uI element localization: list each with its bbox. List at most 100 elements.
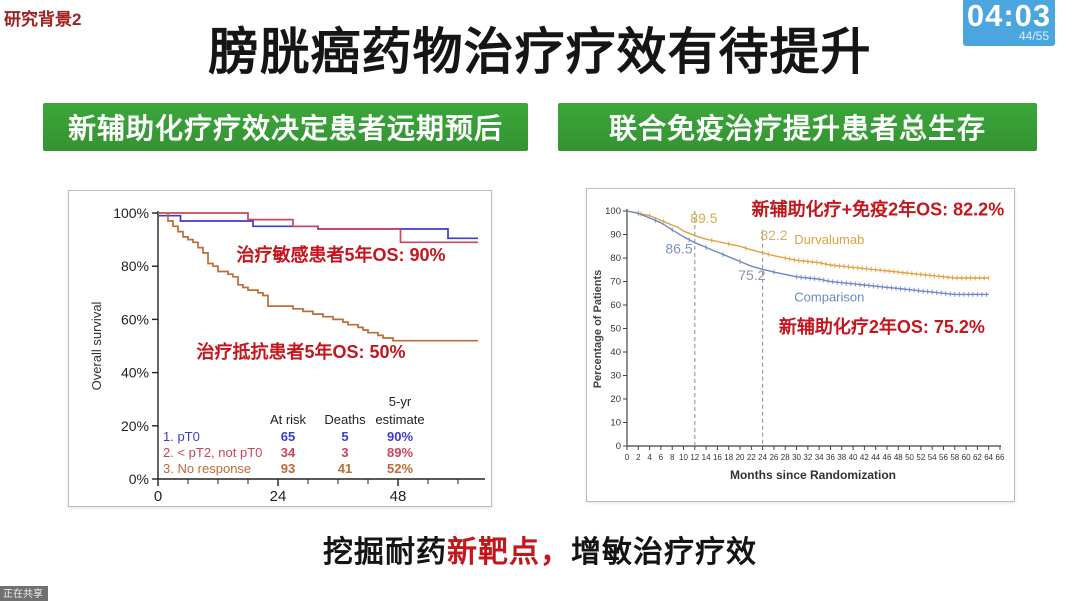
svg-text:46: 46 — [883, 453, 892, 462]
svg-text:65: 65 — [281, 429, 295, 444]
screen-sharing-label: 正在共享 — [3, 589, 43, 600]
svg-text:100%: 100% — [113, 205, 149, 221]
svg-text:62: 62 — [973, 453, 982, 462]
svg-text:26: 26 — [769, 453, 778, 462]
svg-text:治疗抵抗患者5年OS: 50%: 治疗抵抗患者5年OS: 50% — [196, 341, 405, 362]
svg-text:治疗敏感患者5年OS: 90%: 治疗敏感患者5年OS: 90% — [236, 244, 445, 265]
svg-text:0: 0 — [154, 488, 162, 505]
svg-text:0: 0 — [625, 453, 630, 462]
svg-text:41: 41 — [338, 461, 352, 476]
svg-text:Durvalumab: Durvalumab — [794, 232, 864, 247]
svg-text:80: 80 — [610, 253, 621, 264]
footer-text-post: 增敏治疗疗效 — [571, 536, 757, 569]
svg-text:14: 14 — [702, 453, 711, 462]
banner-immunotherapy: 联合免疫治疗提升患者总生存 — [558, 103, 1037, 151]
svg-text:30: 30 — [610, 371, 621, 382]
svg-text:16: 16 — [713, 453, 722, 462]
svg-text:52%: 52% — [387, 461, 413, 476]
svg-text:20%: 20% — [121, 418, 149, 434]
svg-text:24: 24 — [270, 488, 287, 505]
svg-text:42: 42 — [860, 453, 869, 462]
svg-text:58: 58 — [950, 453, 959, 462]
svg-text:80%: 80% — [121, 258, 149, 274]
svg-text:60: 60 — [610, 300, 621, 311]
svg-text:Months since Randomization: Months since Randomization — [730, 468, 896, 482]
svg-text:2. < pT2, not pT0: 2. < pT2, not pT0 — [163, 445, 262, 460]
svg-text:38: 38 — [837, 453, 846, 462]
slide-title: 膀胱癌药物治疗疗效有待提升 — [208, 24, 872, 80]
svg-text:86.5: 86.5 — [665, 240, 692, 256]
svg-text:5: 5 — [341, 429, 348, 444]
svg-text:44: 44 — [871, 453, 880, 462]
svg-text:28: 28 — [781, 453, 790, 462]
svg-text:90%: 90% — [387, 429, 413, 444]
svg-text:93: 93 — [281, 461, 295, 476]
footer-text-pre: 挖掘耐药 — [323, 536, 447, 569]
svg-text:0: 0 — [616, 441, 621, 452]
svg-text:10: 10 — [679, 453, 688, 462]
svg-text:12: 12 — [690, 453, 699, 462]
svg-text:52: 52 — [916, 453, 925, 462]
svg-text:40: 40 — [610, 347, 621, 358]
svg-text:Overall survival: Overall survival — [89, 301, 104, 390]
svg-text:Deaths: Deaths — [324, 412, 366, 427]
right-chart-frame: 0 10 20 30 40 50 60 70 80 90 100 0 2 4 6 8 10 12 14 16 18 20 2… — [586, 188, 1015, 502]
svg-text:32: 32 — [803, 453, 812, 462]
slide-counter: 44/55 — [1018, 29, 1049, 43]
timer-time: 04:03 — [966, 0, 1052, 33]
svg-text:新辅助化疗+免疫2年OS: 82.2%: 新辅助化疗+免疫2年OS: 82.2% — [752, 199, 1005, 220]
svg-text:Comparison: Comparison — [794, 289, 864, 304]
svg-text:30: 30 — [792, 453, 801, 462]
svg-text:89%: 89% — [387, 445, 413, 460]
svg-text:100: 100 — [605, 206, 621, 217]
svg-text:24: 24 — [758, 453, 767, 462]
svg-text:66: 66 — [996, 453, 1005, 462]
banner-neoadjuvant-label: 新辅助化疗疗效决定患者远期预后 — [67, 113, 503, 144]
svg-text:2: 2 — [636, 453, 641, 462]
svg-text:60%: 60% — [121, 311, 149, 327]
svg-text:54: 54 — [928, 453, 937, 462]
svg-text:At risk: At risk — [270, 412, 307, 427]
svg-text:3: 3 — [341, 445, 348, 460]
svg-text:40: 40 — [849, 453, 858, 462]
svg-text:10: 10 — [610, 418, 621, 429]
svg-text:1. pT0: 1. pT0 — [163, 429, 200, 444]
svg-text:5-yr: 5-yr — [389, 394, 412, 409]
svg-text:50: 50 — [610, 324, 621, 335]
svg-text:34: 34 — [281, 445, 296, 460]
svg-text:82.2: 82.2 — [760, 227, 787, 243]
svg-text:estimate: estimate — [375, 412, 424, 427]
svg-text:20: 20 — [610, 394, 621, 405]
banner-neoadjuvant: 新辅助化疗疗效决定患者远期预后 — [43, 103, 528, 151]
svg-text:18: 18 — [724, 453, 733, 462]
presentation-timer: 04:03 44/55 — [963, 0, 1055, 46]
screen-sharing-badge: 正在共享 — [0, 586, 48, 601]
svg-text:4: 4 — [647, 453, 652, 462]
svg-text:89.5: 89.5 — [690, 210, 717, 226]
svg-text:50: 50 — [905, 453, 914, 462]
research-tag: 研究背景2 — [4, 10, 82, 29]
svg-text:70: 70 — [610, 277, 621, 288]
svg-text:40%: 40% — [121, 365, 149, 381]
banner-immunotherapy-label: 联合免疫治疗提升患者总生存 — [608, 113, 986, 144]
svg-text:6: 6 — [659, 453, 664, 462]
svg-text:0%: 0% — [129, 471, 149, 487]
svg-text:3. No response: 3. No response — [163, 461, 251, 476]
svg-text:64: 64 — [984, 453, 993, 462]
svg-text:20: 20 — [736, 453, 745, 462]
svg-text:48: 48 — [894, 453, 903, 462]
svg-text:60: 60 — [962, 453, 971, 462]
svg-text:8: 8 — [670, 453, 675, 462]
svg-text:34: 34 — [815, 453, 824, 462]
left-chart-frame: 0% 20% 40% 60% 80% 100% 0 24 48 Overall survival 治… — [68, 190, 492, 507]
svg-text:56: 56 — [939, 453, 948, 462]
footer-text-highlight: 新靶点， — [447, 536, 571, 569]
svg-text:48: 48 — [390, 488, 407, 505]
km-survival-chart: 0% 20% 40% 60% 80% 100% 0 24 48 Overall survival 治… — [89, 205, 485, 505]
svg-text:22: 22 — [747, 453, 756, 462]
svg-text:Percentage of Patients: Percentage of Patients — [592, 270, 604, 389]
svg-text:75.2: 75.2 — [738, 267, 765, 283]
svg-text:新辅助化疗2年OS: 75.2%: 新辅助化疗2年OS: 75.2% — [779, 316, 985, 337]
